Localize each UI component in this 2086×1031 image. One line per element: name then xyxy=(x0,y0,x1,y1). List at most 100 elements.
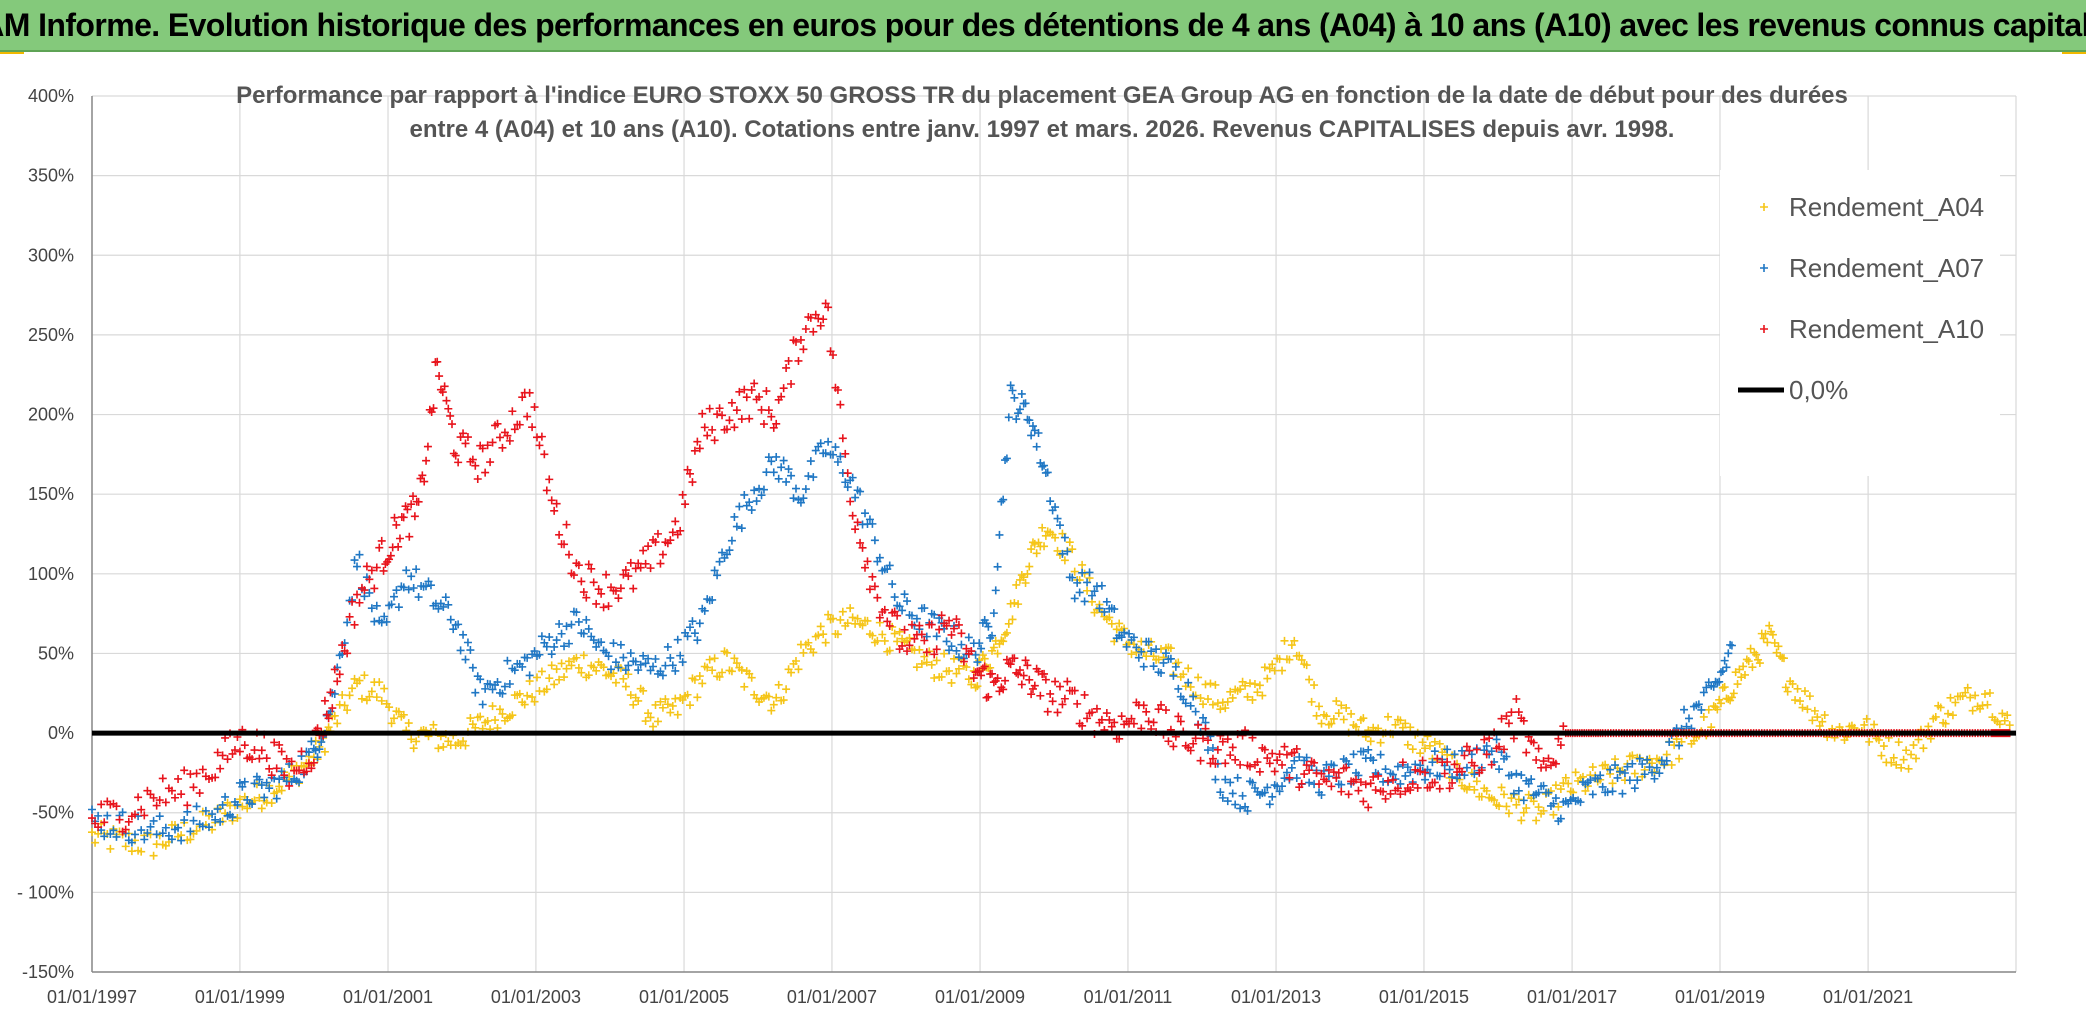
point-A07 xyxy=(459,630,468,639)
point-A04 xyxy=(843,619,852,628)
point-A07 xyxy=(272,794,281,803)
point-A10 xyxy=(420,477,429,486)
point-A07 xyxy=(547,650,556,659)
point-A10 xyxy=(468,455,477,464)
point-A07 xyxy=(1117,633,1126,642)
point-A07 xyxy=(476,675,485,684)
point-A07 xyxy=(103,811,112,820)
point-A04 xyxy=(999,637,1008,646)
point-A10 xyxy=(562,520,571,529)
point-A10 xyxy=(907,620,916,629)
point-A07 xyxy=(1002,454,1011,463)
legend-label-A04: Rendement_A04 xyxy=(1789,192,1984,222)
point-A04 xyxy=(653,717,662,726)
point-A10 xyxy=(158,774,167,783)
point-A10 xyxy=(962,644,971,653)
point-A10 xyxy=(1246,762,1255,771)
point-A04 xyxy=(732,659,741,668)
point-A04 xyxy=(577,668,586,677)
point-A07 xyxy=(140,835,149,844)
point-A10 xyxy=(843,469,852,478)
point-A10 xyxy=(1480,735,1489,744)
point-A07 xyxy=(265,784,274,793)
point-A04 xyxy=(91,838,100,847)
point-A07 xyxy=(434,604,443,613)
point-A07 xyxy=(1174,684,1183,693)
point-A10 xyxy=(725,416,734,425)
point-A07 xyxy=(1435,772,1444,781)
point-A07 xyxy=(1487,747,1496,756)
point-A07 xyxy=(816,439,825,448)
point-A07 xyxy=(579,629,588,638)
point-A07 xyxy=(1231,800,1240,809)
point-A04 xyxy=(1495,802,1504,811)
point-A07 xyxy=(1144,637,1153,646)
point-A07 xyxy=(313,753,322,762)
point-A10 xyxy=(262,754,271,763)
point-A10 xyxy=(1092,704,1101,713)
point-A10 xyxy=(360,586,369,595)
point-A07 xyxy=(1287,763,1296,772)
point-A10 xyxy=(952,615,961,624)
point-A04 xyxy=(1243,692,1252,701)
point-A10 xyxy=(1021,656,1030,665)
point-A07 xyxy=(1073,578,1082,587)
point-A04 xyxy=(1718,683,1727,692)
point-A07 xyxy=(607,665,616,674)
point-A10 xyxy=(115,815,124,824)
point-A07 xyxy=(885,561,894,570)
point-A10 xyxy=(636,563,645,572)
point-A07 xyxy=(567,620,576,629)
point-A10 xyxy=(530,403,539,412)
point-A10 xyxy=(240,741,249,750)
point-A10 xyxy=(121,825,130,834)
point-A10 xyxy=(155,796,164,805)
point-A07 xyxy=(523,653,532,662)
point-A04 xyxy=(257,804,266,813)
point-A07 xyxy=(94,811,103,820)
point-A10 xyxy=(405,532,414,541)
point-A10 xyxy=(1542,763,1551,772)
point-A10 xyxy=(614,594,623,603)
point-A10 xyxy=(767,412,776,421)
point-A04 xyxy=(409,744,418,753)
point-A04 xyxy=(1998,709,2007,718)
point-A07 xyxy=(584,624,593,633)
point-A07 xyxy=(619,653,628,662)
point-A07 xyxy=(478,700,487,709)
point-A04 xyxy=(1384,712,1393,721)
point-A10 xyxy=(515,420,524,429)
point-A04 xyxy=(1053,546,1062,555)
point-A07 xyxy=(636,660,645,669)
point-A07 xyxy=(1628,759,1637,768)
point-A07 xyxy=(725,546,734,555)
point-A04 xyxy=(1971,691,1980,700)
point-A04 xyxy=(629,700,638,709)
point-A07 xyxy=(597,638,606,647)
point-A10 xyxy=(779,384,788,393)
point-A10 xyxy=(1253,758,1262,767)
point-A04 xyxy=(355,676,364,685)
point-A10 xyxy=(152,801,161,810)
point-A04 xyxy=(1951,698,1960,707)
point-A10 xyxy=(1023,661,1032,670)
point-A07 xyxy=(481,684,490,693)
point-A07 xyxy=(582,615,591,624)
point-A10 xyxy=(589,578,598,587)
point-A10 xyxy=(343,649,352,658)
point-A07 xyxy=(510,666,519,675)
point-A10 xyxy=(1310,758,1319,767)
point-A10 xyxy=(555,530,564,539)
point-A07 xyxy=(777,463,786,472)
point-A10 xyxy=(440,382,449,391)
point-A07 xyxy=(370,617,379,626)
point-A10 xyxy=(483,441,492,450)
point-A10 xyxy=(715,404,724,413)
point-A04 xyxy=(1472,777,1481,786)
point-A04 xyxy=(1887,758,1896,767)
point-A04 xyxy=(530,697,539,706)
point-A10 xyxy=(722,425,731,434)
point-A07 xyxy=(1208,744,1217,753)
point-A07 xyxy=(407,572,416,581)
point-A10 xyxy=(890,607,899,616)
